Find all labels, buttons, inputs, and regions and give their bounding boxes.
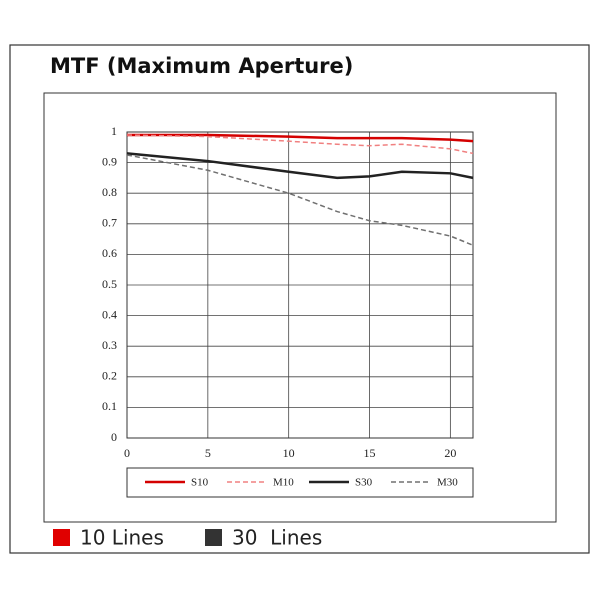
inner-frame <box>43 92 557 523</box>
y-tick-label: 0.1 <box>102 399 117 413</box>
x-tick-label: 20 <box>444 446 456 460</box>
x-tick-label: 0 <box>124 446 130 460</box>
x-tick-label: 10 <box>283 446 295 460</box>
footer-label: 30 Lines <box>232 526 322 550</box>
footer-label: 10 Lines <box>80 526 164 550</box>
legend-label: S10 <box>191 477 209 489</box>
y-tick-label: 0.8 <box>102 185 117 199</box>
y-tick-label: 0 <box>111 430 117 444</box>
line-series <box>126 154 474 246</box>
plot-frame <box>126 131 474 439</box>
line-series <box>127 133 474 143</box>
y-tick-label: 0.3 <box>102 338 117 352</box>
line-series <box>126 152 474 180</box>
y-tick-label: 0.7 <box>102 216 117 230</box>
y-tick-label: 0.6 <box>102 246 117 260</box>
legend-label: M10 <box>273 477 294 489</box>
footer-swatch <box>53 529 70 546</box>
y-tick-label: 0.5 <box>102 277 117 291</box>
x-tick-label: 15 <box>364 446 376 460</box>
y-tick-label: 0.4 <box>102 307 117 321</box>
legend-label: M30 <box>437 477 458 489</box>
line-series <box>126 134 474 155</box>
y-tick-label: 1 <box>111 124 117 138</box>
y-tick-label: 0.2 <box>102 369 117 383</box>
outer-frame <box>9 44 590 554</box>
legend-box <box>126 467 474 498</box>
footer-swatch <box>205 529 222 546</box>
x-tick-label: 5 <box>205 446 211 460</box>
y-tick-label: 0.9 <box>102 154 117 168</box>
legend-label: S30 <box>355 477 373 489</box>
chart-title: MTF (Maximum Aperture) <box>50 54 353 78</box>
